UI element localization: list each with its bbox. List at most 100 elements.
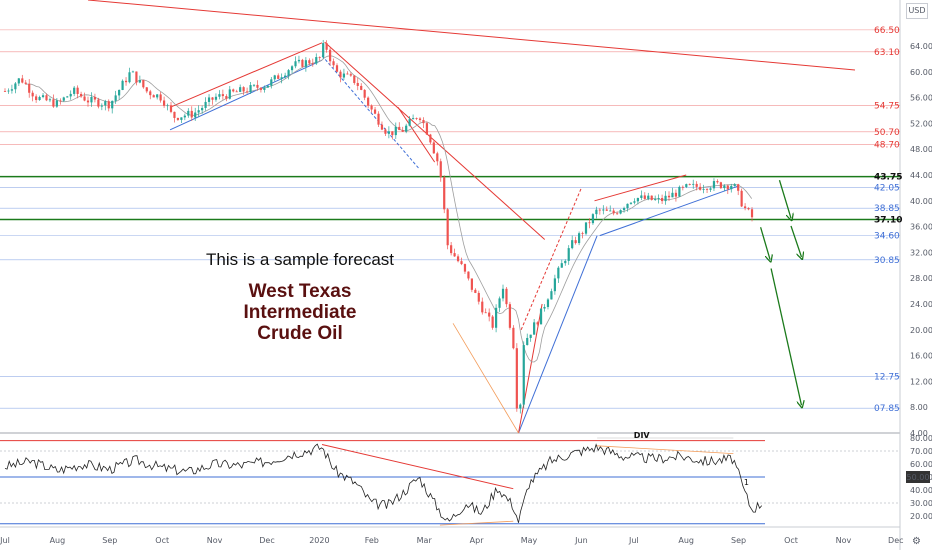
candle-body <box>557 267 560 279</box>
gear-icon[interactable]: ⚙ <box>912 536 921 547</box>
candle-body <box>176 117 180 120</box>
candle-body <box>709 188 712 190</box>
price-level-label: 30.85 <box>874 256 900 266</box>
candle-body <box>411 118 415 120</box>
candle-body <box>325 43 328 50</box>
candle-body <box>384 129 387 134</box>
trend-line <box>452 323 519 434</box>
price-level-label: 54.75 <box>874 102 900 112</box>
candle-body <box>204 101 207 108</box>
candle-body <box>415 118 418 119</box>
candle-body <box>546 299 550 307</box>
title-line: Intermediate <box>243 302 357 323</box>
candle-body <box>280 77 283 79</box>
candle-body <box>678 186 681 197</box>
currency-label[interactable]: USD <box>906 3 928 19</box>
divergence-label: DIV <box>634 431 651 440</box>
y-axis-tick-label: 44.00 <box>910 171 932 180</box>
candle-body <box>318 57 321 58</box>
candle-body <box>107 101 110 109</box>
oscillator-line <box>4 443 763 523</box>
forecast-arrow <box>778 179 791 218</box>
candle-body <box>567 248 570 261</box>
candle-body <box>256 84 259 88</box>
candle-body <box>52 99 55 107</box>
candle-body <box>38 97 41 101</box>
x-axis-tick-label: Sep <box>102 536 117 545</box>
candle-body <box>349 74 352 76</box>
candle-body <box>481 301 484 313</box>
candle-body <box>515 348 518 409</box>
candle-body <box>733 184 736 186</box>
candle-body <box>671 192 674 198</box>
price-level-label: 42.05 <box>874 184 900 194</box>
candle-body <box>588 222 591 224</box>
oscillator-tick-label: 80.00 <box>910 434 932 443</box>
price-level-label: 38.85 <box>874 204 900 214</box>
candle-body <box>695 183 698 187</box>
candle-body <box>10 89 14 91</box>
candle-body <box>612 210 615 214</box>
candle-body <box>501 288 505 299</box>
candle-body <box>373 109 377 114</box>
candle-body <box>145 87 148 92</box>
candle-body <box>712 181 716 189</box>
candle-body <box>342 73 346 78</box>
candle-body <box>124 80 128 83</box>
candle-body <box>450 245 453 254</box>
candle-body <box>252 84 256 86</box>
candle-body <box>439 161 442 178</box>
candle-body <box>308 60 311 64</box>
candle-body <box>456 256 460 262</box>
candle-body <box>650 195 653 200</box>
candle-body <box>73 87 76 94</box>
candle-body <box>111 100 114 109</box>
candle-body <box>484 312 487 314</box>
candle-body <box>432 142 435 154</box>
candle-body <box>28 83 31 93</box>
candle-body <box>21 78 24 83</box>
candle-body <box>667 195 671 198</box>
candle-body <box>287 70 290 76</box>
candle-body <box>3 91 7 92</box>
candle-body <box>7 90 10 92</box>
title-line: West Texas <box>248 281 352 302</box>
title-line: Crude Oil <box>257 323 343 344</box>
candle-body <box>66 96 69 98</box>
y-axis-tick-label: 64.00 <box>910 42 932 51</box>
candle-body <box>35 96 38 101</box>
candle-body <box>705 189 709 190</box>
candle-body <box>328 49 332 62</box>
candle-body <box>602 209 605 211</box>
candle-body <box>128 72 131 83</box>
candle-body <box>225 96 228 99</box>
candle-body <box>702 189 705 190</box>
candle-body <box>218 94 221 97</box>
price-level-label: 50.70 <box>874 128 900 138</box>
x-axis-tick-label: Oct <box>784 536 798 545</box>
y-axis-tick-label: 40.00 <box>910 197 932 206</box>
y-axis-tick-label: 52.00 <box>910 119 932 128</box>
candle-body <box>605 209 608 211</box>
candle-body <box>232 89 235 92</box>
price-level-label: 34.60 <box>874 232 900 242</box>
candle-body <box>616 213 619 215</box>
candle-body <box>446 209 449 246</box>
x-axis-tick-label: Nov <box>836 536 852 545</box>
candle-body <box>76 87 79 94</box>
candle-body <box>190 110 193 118</box>
y-axis-tick-label: 36.00 <box>910 223 932 232</box>
candle-body <box>508 304 512 328</box>
candle-body <box>543 306 546 309</box>
candle-body <box>121 80 124 90</box>
price-pane <box>0 0 900 432</box>
candle-body <box>460 261 463 265</box>
y-axis-tick-label: 12.00 <box>910 377 932 386</box>
x-axis-tick-label: Dec <box>259 536 274 545</box>
oscillator-tick-label: 40.00 <box>910 486 932 495</box>
candle-body <box>522 345 525 405</box>
candle-body <box>609 210 612 212</box>
candle-body <box>429 134 432 143</box>
candle-body <box>166 105 169 107</box>
